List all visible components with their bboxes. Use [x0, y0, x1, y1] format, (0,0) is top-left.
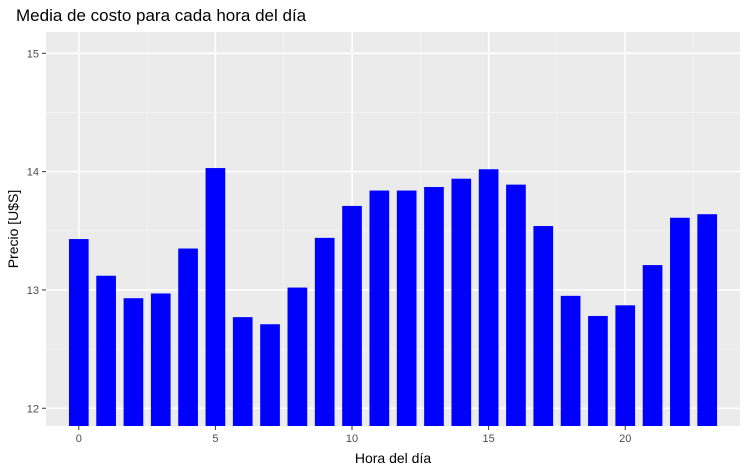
bar-hour-19 — [588, 315, 608, 426]
bar-hour-5 — [205, 168, 226, 426]
bar-hour-12 — [396, 190, 417, 426]
bar-hour-3 — [150, 293, 171, 426]
bar-hour-22 — [670, 217, 690, 426]
y-tick-label: 14 — [27, 167, 39, 179]
bar-hour-23 — [697, 214, 718, 426]
bar-hour-0 — [68, 239, 89, 426]
x-tick-label: 20 — [619, 433, 631, 445]
bar-hour-6 — [232, 317, 253, 426]
bar-hour-2 — [123, 298, 144, 426]
x-tick-label: 0 — [76, 433, 82, 445]
bar-hour-17 — [533, 226, 554, 426]
y-tick-label: 13 — [27, 285, 39, 297]
x-tick-label: 10 — [346, 433, 358, 445]
bar-hour-8 — [287, 287, 308, 426]
chart-title: Media de costo para cada hora del día — [16, 6, 307, 25]
bar-hour-15 — [478, 169, 499, 426]
bar-hour-4 — [178, 248, 198, 426]
y-axis-title: Precio [U$S] — [5, 190, 21, 269]
bar-hour-20 — [615, 305, 636, 426]
bar-hour-14 — [451, 178, 472, 426]
y-tick-label: 15 — [27, 48, 39, 60]
x-tick-label: 15 — [483, 433, 495, 445]
bar-hour-21 — [642, 265, 663, 426]
plot-panel — [46, 32, 740, 426]
y-axis: 12 13 14 15 — [27, 48, 46, 415]
bar-hour-16 — [506, 184, 526, 426]
bar-hour-1 — [96, 275, 116, 426]
bar-hour-11 — [369, 190, 390, 426]
x-tick-label: 5 — [212, 433, 218, 445]
bar-hour-9 — [314, 237, 335, 426]
bars-layer — [68, 168, 718, 426]
x-axis-title: Hora del día — [355, 450, 431, 466]
bar-hour-7 — [260, 324, 280, 426]
bar-hour-18 — [560, 295, 581, 426]
bar-hour-10 — [342, 205, 362, 426]
y-tick-label: 12 — [27, 403, 39, 415]
x-axis: 0 5 10 15 20 — [76, 426, 631, 445]
bar-hour-13 — [424, 186, 444, 426]
